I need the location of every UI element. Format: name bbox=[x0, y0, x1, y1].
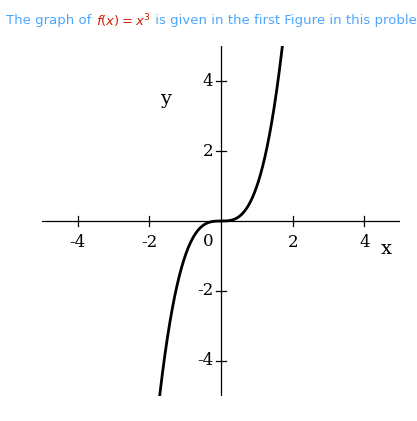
Text: -4: -4 bbox=[70, 234, 85, 251]
Text: x: x bbox=[380, 240, 392, 258]
Text: is given in the first Figure in this problem.: is given in the first Figure in this pro… bbox=[151, 14, 417, 27]
Text: -4: -4 bbox=[197, 352, 213, 369]
Text: 2: 2 bbox=[203, 143, 213, 160]
Text: -2: -2 bbox=[197, 282, 213, 299]
Text: The graph of: The graph of bbox=[6, 14, 96, 27]
Text: 4: 4 bbox=[359, 234, 370, 251]
Text: 2: 2 bbox=[287, 234, 298, 251]
Text: y: y bbox=[160, 90, 171, 108]
Text: 4: 4 bbox=[203, 73, 213, 90]
Text: -2: -2 bbox=[141, 234, 157, 251]
Text: $f(x) = x^3$: $f(x) = x^3$ bbox=[96, 12, 151, 29]
Text: 0: 0 bbox=[203, 233, 213, 250]
